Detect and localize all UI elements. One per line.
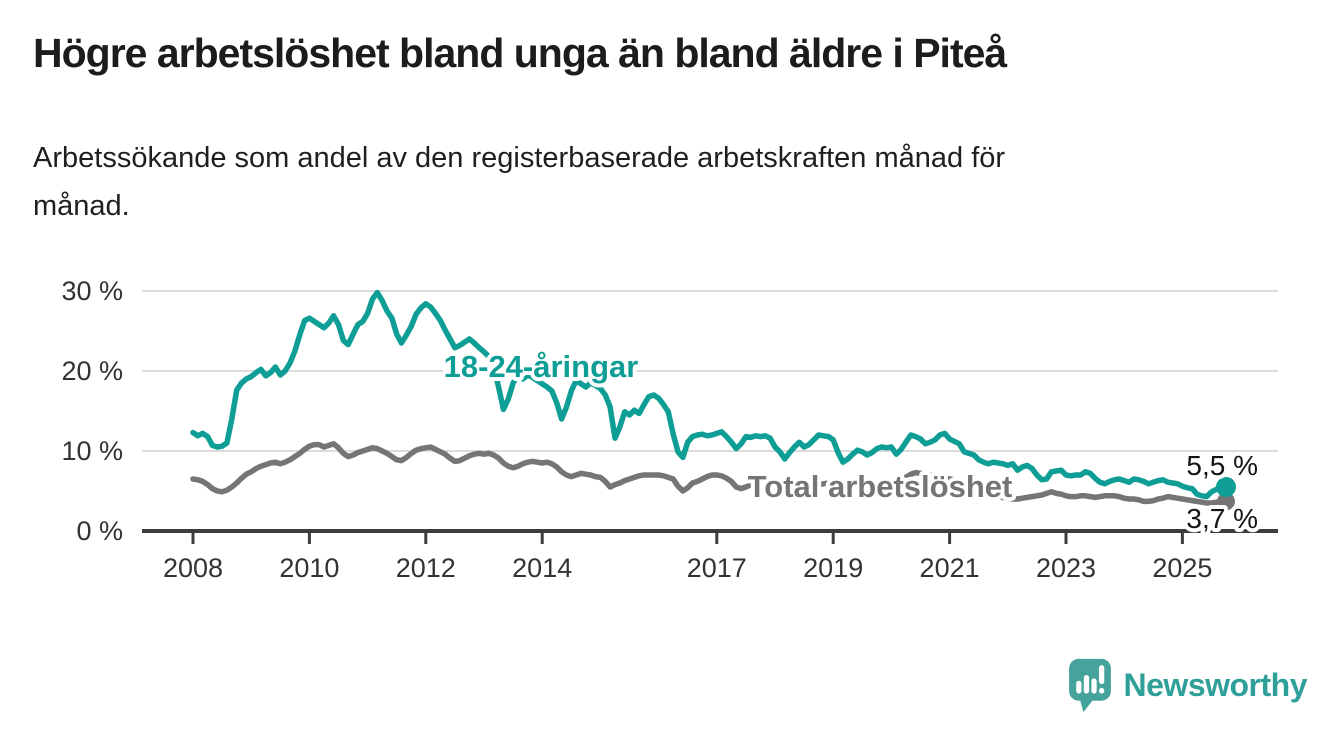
logo-bar-2 [1083,675,1089,694]
plot-area: 0 % 10 % 20 % 30 % 2008 2010 2012 2014 2017 2019 2… [61,276,1278,583]
x-axis-label: 2014 [512,553,572,583]
page-subtitle-line-1: Arbetssökande som andel av den registerb… [33,142,1006,174]
x-axis-label: 2017 [687,553,747,583]
brand-footer: Newsworthy [1067,657,1308,714]
x-axis-label: 2021 [920,553,980,583]
series-label-total: Total arbetslöshet [748,469,1013,504]
end-value-label-total: 3,7 % [1186,503,1258,534]
logo-bubble [1068,658,1111,701]
end-value-label-youth: 5,5 % [1186,450,1258,481]
series-line-youth [190,289,1229,500]
page-subtitle-line-2: månad. [33,190,130,222]
y-axis-label: 30 % [61,276,123,306]
x-axis-label: 2010 [279,553,339,583]
series-label-youth: 18-24-åringar [444,349,639,384]
logo-bubble-tail [1079,697,1095,713]
series-line-total [190,441,1229,506]
series-end-dot-youth [1216,477,1236,497]
logo-exclamation-dot [1098,687,1104,694]
page-subtitle: Arbetssökande som andel av den registerb… [33,134,1005,230]
logo-bar-3 [1090,678,1097,694]
logo-exclamation-bar [1098,665,1104,685]
newsworthy-logo-icon [1068,658,1111,713]
x-axis-label: 2012 [396,553,456,583]
logo-bar-1 [1075,680,1081,694]
y-axis-label: 10 % [61,436,123,466]
x-axis-label: 2023 [1036,553,1096,583]
x-axis-label: 2025 [1152,553,1212,583]
x-axis-label: 2008 [163,553,223,583]
y-axis-label: 20 % [61,356,123,386]
page-title: Högre arbetslöshet bland unga än bland ä… [33,30,1007,76]
brand-name: Newsworthy [1123,667,1308,703]
series-end-dot-total [1217,492,1235,511]
x-axis-label: 2019 [803,553,863,583]
y-axis-label: 0 % [76,516,123,546]
